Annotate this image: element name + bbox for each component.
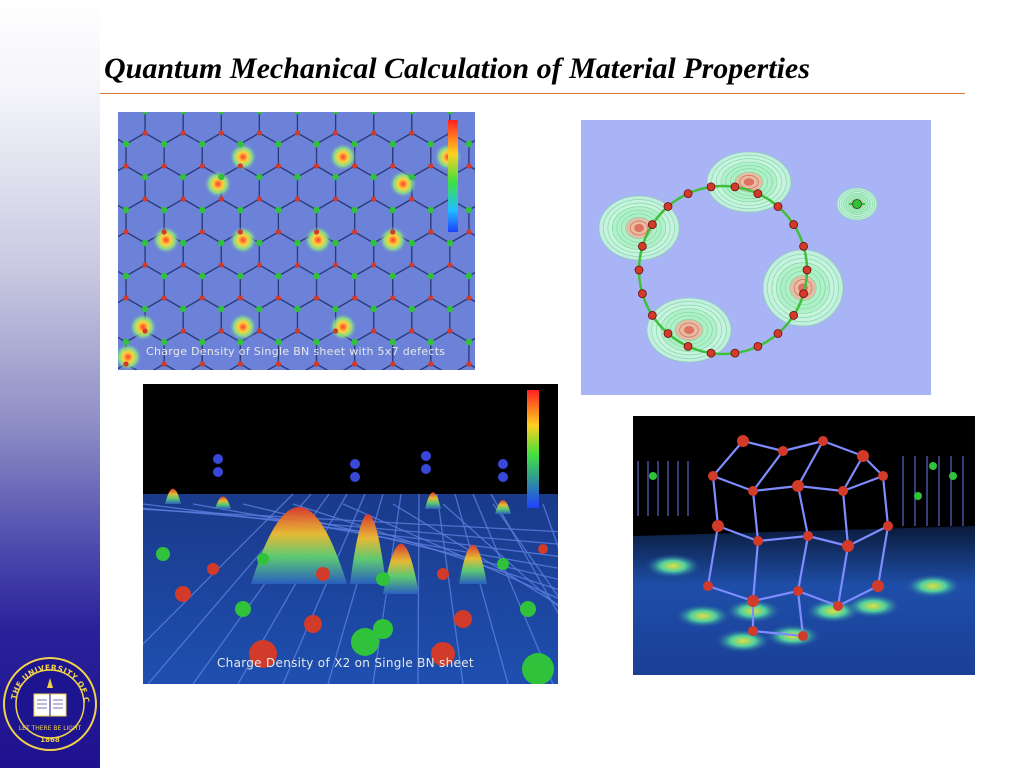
slide-title: Quantum Mechanical Calculation of Materi…: [104, 52, 810, 85]
cage-structure-image: [633, 416, 975, 675]
svg-text:1868: 1868: [40, 736, 60, 744]
bn-sheet-3d-image: Charge Density of X2 on Single BN sheet: [143, 384, 558, 684]
graphene-defects-image: Charge Density of Single BN sheet with 5…: [118, 112, 475, 370]
university-seal-logo: THE UNIVERSITY OF CALIFORNIA LET THERE B…: [0, 649, 98, 752]
gradient-sidebar: [0, 0, 100, 768]
title-underline: [100, 93, 965, 94]
ring-contour-image: [581, 120, 931, 395]
image-caption: Charge Density of Single BN sheet with 5…: [146, 345, 446, 358]
svg-text:LET THERE BE LIGHT: LET THERE BE LIGHT: [19, 725, 82, 732]
image-caption: Charge Density of X2 on Single BN sheet: [217, 656, 474, 670]
